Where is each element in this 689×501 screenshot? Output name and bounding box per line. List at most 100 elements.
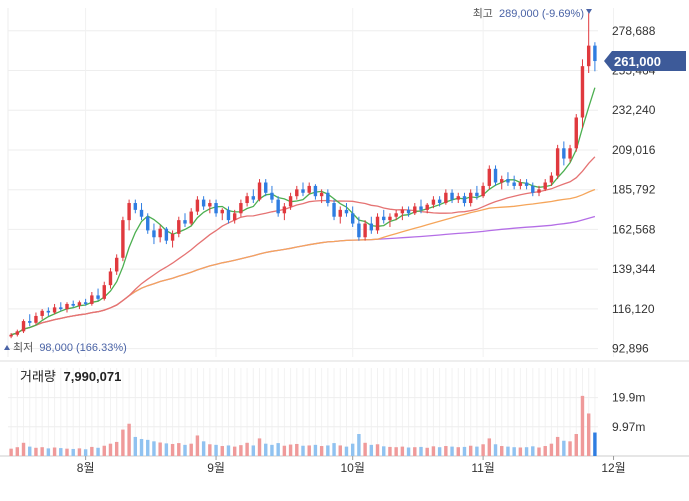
- volume-bar: [313, 444, 318, 456]
- candle-body: [220, 209, 224, 214]
- candle: [276, 196, 280, 217]
- candle: [264, 179, 268, 197]
- volume-bar: [593, 432, 597, 456]
- candle-body: [487, 168, 492, 186]
- candle: [326, 189, 330, 207]
- candle: [220, 208, 224, 221]
- candle-body: [152, 230, 156, 238]
- volume-bar: [524, 447, 529, 456]
- candle-body: [127, 203, 131, 221]
- candle-body: [444, 192, 448, 204]
- y-tick-label: 92,896: [612, 342, 649, 356]
- candle: [487, 165, 492, 190]
- candle: [195, 196, 200, 216]
- volume-bar: [40, 447, 44, 456]
- candle: [512, 175, 516, 190]
- candle: [369, 216, 374, 234]
- volume-bar: [177, 443, 181, 456]
- candle-body: [201, 199, 206, 207]
- y-tick-label: 116,120: [612, 302, 655, 316]
- candle: [108, 268, 113, 289]
- candle: [344, 203, 349, 217]
- candle: [139, 203, 144, 221]
- candle-body: [158, 228, 162, 238]
- candle-body: [375, 216, 380, 231]
- candle: [586, 13, 591, 74]
- price-axis: 278,688255,464232,240209,016185,792162,5…: [612, 24, 656, 356]
- volume-bar: [344, 446, 349, 456]
- candle-body: [382, 216, 386, 221]
- candle: [363, 220, 367, 241]
- volume-tick-label: 19.9m: [612, 391, 645, 405]
- candle: [121, 216, 125, 262]
- volume-bar: [369, 444, 374, 456]
- volume-bar: [208, 444, 212, 456]
- candle: [555, 144, 560, 180]
- date-axis: 8월9월10월11월12월2021: [77, 456, 626, 475]
- candle-body: [276, 199, 280, 214]
- volume-bar: [264, 443, 268, 456]
- volume-bar: [189, 443, 193, 456]
- candle-body: [313, 185, 318, 197]
- volume-bar: [139, 438, 144, 456]
- candle: [419, 199, 423, 214]
- candle-body: [282, 206, 287, 214]
- candle: [382, 209, 386, 224]
- candle: [245, 192, 249, 207]
- volume-bar: [170, 443, 175, 456]
- volume-bar: [574, 434, 578, 456]
- volume-bar: [65, 448, 69, 456]
- candle-body: [46, 310, 51, 313]
- volume-bar: [506, 446, 510, 456]
- candle: [456, 192, 460, 204]
- volume-bar: [338, 445, 342, 456]
- candle: [201, 196, 206, 210]
- candle: [332, 199, 336, 221]
- volume-bar: [568, 441, 572, 456]
- candle: [90, 291, 94, 306]
- candle-body: [146, 216, 150, 231]
- candle-body: [406, 209, 411, 214]
- volume-bar: [214, 444, 218, 456]
- volume-bar: [158, 442, 162, 456]
- candle: [28, 314, 32, 327]
- candle: [425, 203, 429, 214]
- candle: [549, 172, 554, 186]
- candle-body: [177, 220, 181, 234]
- candle: [158, 225, 162, 243]
- volume-bar: [201, 441, 206, 456]
- candle: [568, 144, 572, 162]
- candle-body: [65, 303, 69, 310]
- candle-body: [506, 179, 510, 183]
- x-tick-label: 12월: [601, 461, 625, 475]
- candle-body: [139, 209, 144, 217]
- candle-body: [52, 307, 57, 313]
- candle: [146, 213, 150, 234]
- candle: [375, 213, 380, 234]
- volume-bar: [295, 443, 299, 456]
- candle: [531, 182, 535, 197]
- moving-average-lines: [10, 87, 596, 336]
- volume-bar: [450, 446, 454, 456]
- volume-bar: [15, 447, 20, 456]
- candle-body: [437, 199, 442, 204]
- candle-body: [400, 209, 405, 214]
- volume-bar: [114, 441, 119, 456]
- candle-body: [468, 192, 473, 204]
- volume-bar: [512, 447, 516, 456]
- volume-bar: [220, 446, 224, 456]
- volume-title: 거래량 7,990,071: [20, 369, 121, 384]
- candle-body: [562, 148, 566, 159]
- candle-body: [425, 204, 429, 210]
- low-label-prefix: 최저: [13, 341, 33, 354]
- candle-body: [475, 192, 479, 197]
- volume-bar: [257, 438, 262, 456]
- volume-bar: [481, 444, 485, 456]
- volume-title-prefix: 거래량: [20, 369, 56, 384]
- candle-body: [462, 196, 467, 204]
- candle-body: [419, 206, 423, 210]
- candle-body: [543, 182, 547, 190]
- candle-body: [369, 223, 374, 231]
- candle-body: [307, 185, 311, 193]
